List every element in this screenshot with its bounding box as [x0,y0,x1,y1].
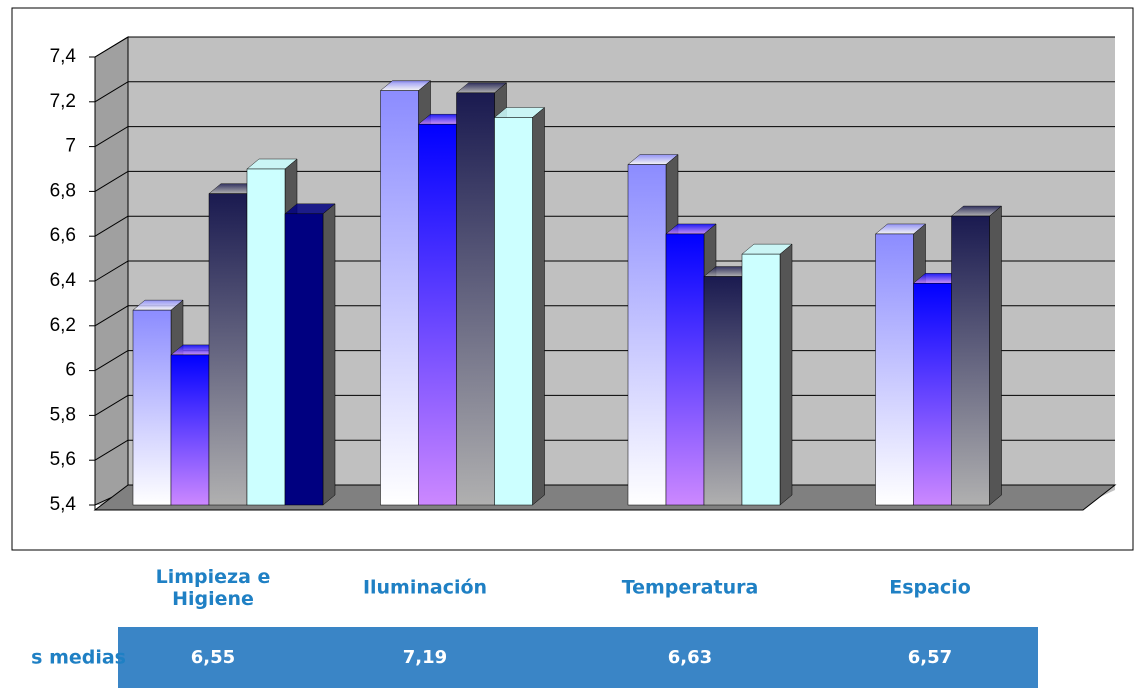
bar [418,123,457,506]
bar [132,309,172,506]
y-tick-label: 6,8 [50,180,76,201]
grid-line [94,394,129,416]
bar [703,276,743,506]
table-band [118,627,1038,688]
row-label: s medias [31,647,126,669]
bar [494,117,533,506]
bar [741,253,781,506]
grid-line [94,305,129,327]
grid-line [94,81,129,103]
y-tick-label: 6 [65,360,76,381]
bar [456,92,495,506]
bar [284,213,324,506]
back-wall [95,37,1115,505]
grid-line [94,439,129,461]
bar-side [989,205,1002,506]
bar [951,215,990,506]
x-category-label: Espacio [889,577,971,599]
bar [246,168,286,506]
x-category-label: Limpieza e Higiene [156,566,271,610]
bar-side [322,203,336,506]
grid-line [94,170,129,192]
table-value: 6,57 [908,647,952,668]
y-tick-label: 6,2 [50,315,76,336]
x-category-label: Temperatura [622,577,759,599]
table-value: 6,55 [191,647,235,668]
bar [913,282,952,506]
bar [380,90,419,506]
y-tick-label: 6,6 [50,225,76,246]
bar [208,193,248,506]
y-tick-label: 7,4 [50,46,77,67]
y-tick-label: 5,8 [50,404,76,425]
bar-side [779,243,793,506]
bar [170,354,210,506]
grid-line [94,126,129,148]
table-value: 6,63 [668,647,712,668]
grid-line [94,260,129,282]
grid-line [94,36,129,58]
bar [627,164,667,506]
grid-line [94,350,129,372]
bar [665,233,705,506]
y-tick-label: 5,6 [50,449,76,470]
bar-side [532,106,545,506]
bar [875,233,914,506]
y-tick-label: 6,4 [50,270,77,291]
x-category-label: Iluminación [363,577,487,599]
grid-line [94,215,129,237]
y-tick-label: 5,4 [50,494,77,515]
table-value: 7,19 [403,647,447,668]
y-tick-label: 7 [65,136,76,157]
floor [93,484,1117,511]
y-tick-label: 7,2 [50,91,76,112]
